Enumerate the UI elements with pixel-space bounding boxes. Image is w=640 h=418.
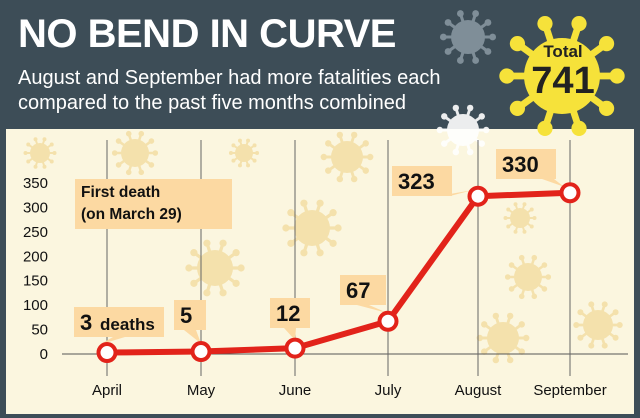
virus-icon bbox=[228, 138, 260, 168]
data-label-pointer-may bbox=[184, 330, 201, 344]
x-tick-label-july: July bbox=[375, 382, 402, 399]
data-point-may bbox=[190, 341, 212, 363]
x-tick-label-june: June bbox=[279, 382, 312, 399]
data-label-august: 323 bbox=[398, 169, 435, 194]
virus-icon bbox=[573, 301, 623, 349]
chart-title: NO BEND IN CURVE bbox=[18, 12, 396, 56]
x-tick-label-august: August bbox=[455, 382, 503, 399]
data-label-box-july bbox=[340, 275, 386, 305]
y-tick-label-50: 50 bbox=[31, 322, 48, 339]
virus-icon bbox=[185, 239, 245, 297]
virus-icon bbox=[111, 130, 159, 176]
data-label-box-september bbox=[496, 149, 556, 179]
virus-icon bbox=[23, 137, 57, 169]
data-label-june: 12 bbox=[276, 301, 300, 326]
data-point-april bbox=[96, 342, 118, 364]
total-badge-value: 741 bbox=[531, 60, 595, 102]
virus-icon bbox=[503, 202, 537, 234]
data-label-july: 67 bbox=[346, 278, 370, 303]
data-label-box-april bbox=[74, 307, 164, 337]
virus-icon bbox=[476, 312, 530, 364]
y-tick-label-250: 250 bbox=[23, 224, 48, 241]
y-tick-label-300: 300 bbox=[23, 199, 48, 216]
total-badge-label: Total bbox=[543, 42, 583, 61]
x-tick-label-may: May bbox=[187, 382, 216, 399]
virus-icon bbox=[439, 10, 497, 64]
data-label-pointer-july bbox=[357, 305, 388, 314]
y-tick-label-0: 0 bbox=[40, 346, 48, 363]
data-label-pointer-september bbox=[542, 179, 564, 187]
data-label-suffix: deaths bbox=[100, 315, 155, 334]
data-point-august bbox=[467, 185, 489, 207]
data-label-september: 330 bbox=[502, 152, 539, 177]
data-label-box-june bbox=[270, 298, 310, 328]
data-label-box-may bbox=[174, 300, 206, 330]
data-point-september bbox=[559, 182, 581, 204]
data-label-box-august bbox=[392, 166, 452, 196]
virus-icon bbox=[282, 199, 342, 257]
chart-subtitle: August and September had more fatalities… bbox=[18, 67, 441, 114]
first-death-line1: First death bbox=[81, 184, 161, 201]
data-label-may: 5 bbox=[180, 303, 192, 328]
x-tick-label-april: April bbox=[92, 382, 122, 399]
virus-icon bbox=[499, 15, 625, 137]
first-death-line2: (on March 29) bbox=[81, 206, 182, 223]
x-tick-label-september: September bbox=[533, 382, 606, 399]
first-death-annotation: First death (on March 29) bbox=[75, 179, 232, 229]
virus-icon bbox=[504, 254, 552, 300]
y-tick-label-350: 350 bbox=[23, 175, 48, 192]
virus-icon bbox=[320, 131, 374, 183]
series-line bbox=[104, 189, 573, 356]
data-label-pointer-june bbox=[284, 328, 296, 341]
y-tick-label-150: 150 bbox=[23, 273, 48, 290]
data-point-july bbox=[377, 310, 399, 332]
data-label-pointer-august bbox=[438, 190, 472, 196]
y-tick-label-100: 100 bbox=[23, 297, 48, 314]
y-tick-label-200: 200 bbox=[23, 248, 48, 265]
virus-icon bbox=[436, 104, 490, 156]
data-point-june bbox=[284, 337, 306, 359]
data-label-april: 3 bbox=[80, 310, 92, 335]
